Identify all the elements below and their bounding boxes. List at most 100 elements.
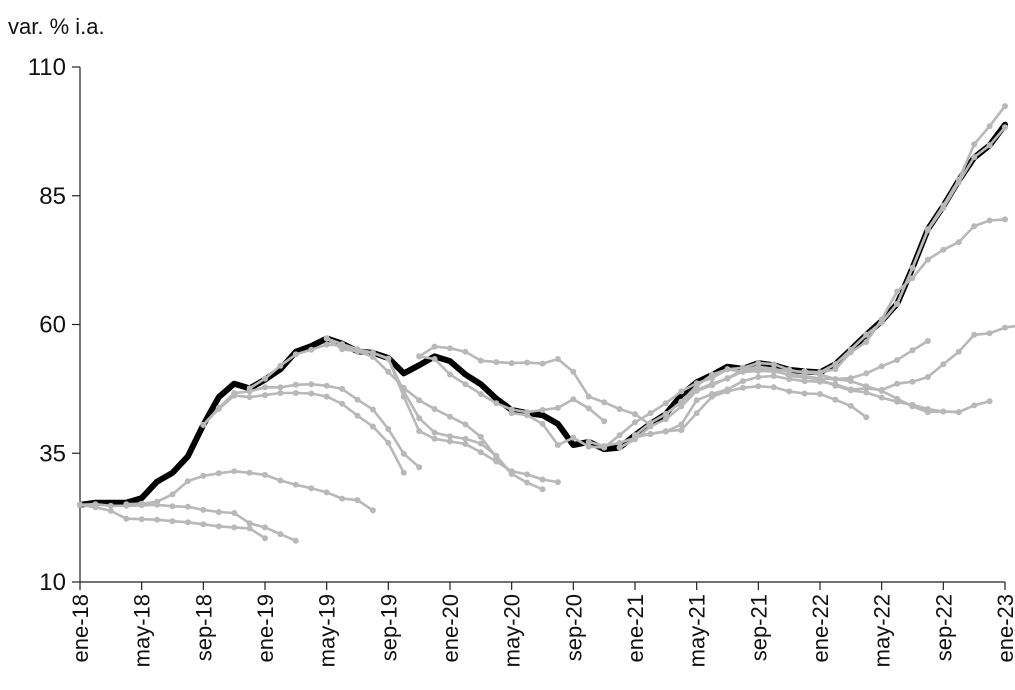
expectation-series-15-point [693, 410, 700, 417]
expectation-series-18-point [1002, 124, 1008, 131]
expectation-series-10-point [416, 353, 423, 360]
expectation-series-14-point [755, 365, 762, 372]
expectation-series-8-point [416, 428, 423, 435]
expectation-series-10-point [554, 356, 561, 362]
expectation-series-16-point [693, 382, 700, 389]
expectation-series-11-point [616, 432, 623, 439]
expectation-series-15-point [739, 384, 746, 391]
expectation-series-6-point [262, 375, 268, 382]
expectation-series-16-point [724, 366, 731, 373]
expectation-series-4-line [202, 391, 406, 475]
expectation-series-6-point [385, 368, 392, 375]
expectation-series-9-point [539, 407, 546, 413]
y-axis-title: var. % i.a. [8, 14, 105, 39]
expectation-series-10-point [585, 393, 592, 400]
expectation-series-10-point [508, 360, 515, 367]
expectation-series-1-point [138, 516, 145, 523]
y-tick-label: 60 [39, 312, 66, 339]
expectation-series-16-point [662, 411, 669, 418]
expectation-series-8-point [369, 349, 376, 356]
expectation-series-11-point [878, 363, 885, 370]
expectation-series-1-point [246, 525, 253, 532]
expectation-series-14-point [909, 403, 916, 410]
expectation-series-10-point [524, 359, 531, 366]
x-tick-label: sep-21 [746, 594, 771, 661]
expectation-series-5-point [200, 421, 207, 428]
expectation-series-18-point [894, 300, 901, 307]
expectation-series-1-point [200, 521, 207, 528]
expectation-series-4-point [308, 390, 315, 397]
expectation-series-10-line [417, 345, 652, 427]
expectation-series-18-point [986, 142, 993, 149]
expectation-series-9-point [431, 356, 438, 362]
expectation-series-5-point [277, 384, 284, 391]
expectation-series-15-point [770, 384, 777, 391]
expectation-series-16-point [739, 364, 746, 371]
expectation-series-12-point [986, 330, 993, 337]
expectation-series-8-point [493, 458, 500, 465]
expectation-series-18-point [955, 179, 962, 186]
expectation-series-group [77, 103, 1015, 544]
expectation-series-10-point [477, 357, 484, 364]
expectation-series-13-point [863, 389, 870, 396]
expectation-series-4-point [385, 439, 392, 446]
expectation-series-2-point [231, 510, 238, 516]
expectation-series-6-point [447, 413, 453, 420]
expectation-series-1-point [262, 535, 268, 542]
expectation-series-5-point [215, 404, 222, 411]
expectation-series-12-point [678, 421, 685, 428]
expectation-series-9-point [447, 371, 453, 378]
expectation-series-16-point [1002, 216, 1008, 223]
expectation-series-3-point [277, 477, 284, 484]
expectation-series-16-point [986, 217, 993, 224]
y-tick-label: 35 [39, 440, 66, 467]
expectation-series-16-point [786, 366, 793, 373]
x-tick-label: ene-23 [993, 594, 1015, 663]
expectation-series-12-point [894, 380, 901, 387]
expectation-series-12-point [924, 374, 931, 380]
expectation-series-3-point [138, 500, 145, 507]
expectation-series-14-point [940, 408, 947, 415]
expectation-series-4-point [354, 412, 361, 419]
expectation-series-8-point [400, 393, 407, 400]
expectation-series-3-point [308, 485, 315, 492]
expectation-series-18-point [940, 205, 947, 212]
expectation-series-3-point [200, 472, 207, 479]
expectation-series-6-point [277, 362, 284, 369]
expectation-series-6-point [462, 421, 469, 428]
expectation-series-6-point [431, 406, 438, 412]
expectation-series-3-point [215, 470, 222, 477]
expectation-series-4-point [323, 393, 330, 400]
expectation-series-4-point [262, 392, 268, 399]
expectation-series-14-point [894, 395, 901, 402]
expectation-series-3-point [262, 471, 268, 478]
expectation-series-13-point [832, 382, 839, 389]
expectation-series-14-point [647, 419, 654, 426]
x-tick-label: sep-20 [561, 594, 586, 661]
expectation-series-8-point [524, 471, 531, 478]
expectation-series-8-point [508, 468, 515, 475]
y-tick-label: 10 [39, 569, 66, 596]
expectation-series-9-point [493, 400, 500, 407]
expectation-series-7-point [339, 346, 346, 353]
expectation-series-4-point [292, 390, 299, 396]
expectation-series-14-point [863, 383, 870, 390]
expectation-series-4-point [339, 400, 346, 407]
expectation-series-11-point [539, 420, 546, 427]
expectation-series-2-point [92, 501, 99, 508]
expectation-series-12-point [940, 361, 947, 368]
expectation-series-2-point [169, 503, 176, 510]
expectation-series-12-point [1002, 324, 1008, 331]
expectation-series-13-point [786, 373, 793, 379]
expectation-series-9-point [554, 404, 561, 411]
expectation-series-15-point [755, 383, 762, 390]
expectation-series-13-point [971, 402, 978, 409]
expectation-series-14-point [832, 376, 839, 383]
x-tick-label: ene-19 [253, 594, 278, 663]
expectation-series-7-point [447, 433, 453, 440]
expectation-series-2-point [200, 506, 207, 513]
expectation-series-13-point [986, 398, 993, 405]
expectation-series-13-point [801, 374, 808, 381]
expectation-series-8-line [325, 337, 560, 484]
